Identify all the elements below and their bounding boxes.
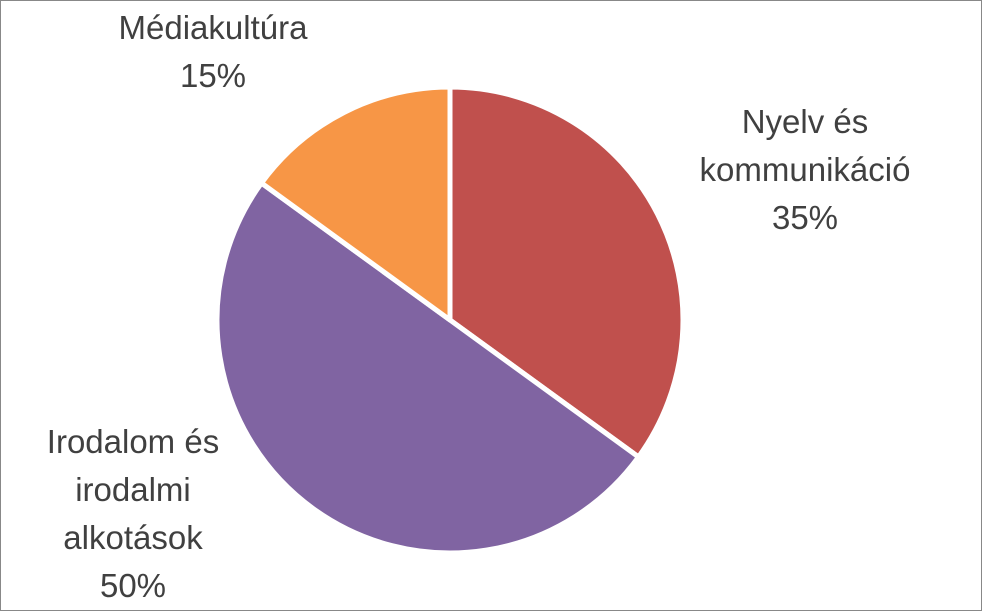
value-label: 50%: [99, 567, 167, 604]
slice-label: Irodalom és irodalmi alkotások 50%: [28, 418, 238, 610]
pie-slice: [214, 180, 642, 556]
pie-slice: [258, 84, 453, 323]
value-label: 15%: [179, 57, 247, 94]
value-label: 35%: [771, 199, 839, 236]
slice-label: Nyelv és kommunikáció 35%: [685, 98, 925, 242]
category-label: Nyelv és kommunikáció: [699, 103, 911, 188]
pie-slice: [447, 84, 686, 460]
category-label: Irodalom és irodalmi alkotások: [46, 423, 220, 556]
category-label: Médiakultúra: [118, 9, 308, 46]
slice-label: Médiakultúra 15%: [83, 4, 343, 100]
